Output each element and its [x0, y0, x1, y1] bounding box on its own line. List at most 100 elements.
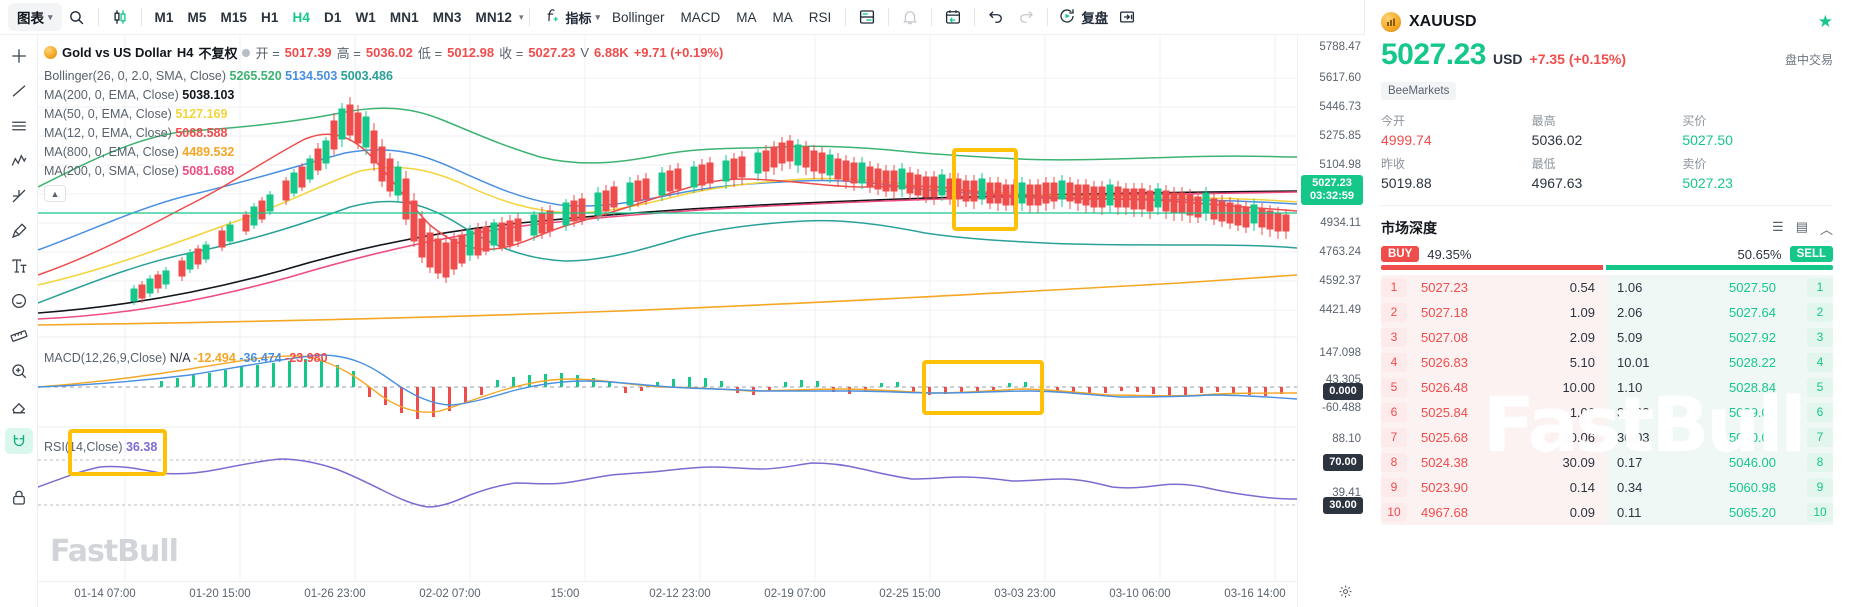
indicator-chip-ma-2[interactable]: MA	[772, 9, 793, 25]
price-tick-7: 4592.37	[1319, 275, 1361, 287]
legend-bollinger-lower: 5003.486	[340, 69, 393, 83]
table-row[interactable]: 10 4967.68 0.09 0.11 5065.20 10	[1381, 500, 1833, 525]
timeframe-h4[interactable]: H4	[292, 9, 310, 25]
magnet-tool-icon[interactable]	[4, 428, 33, 454]
ruler-tool-icon[interactable]	[5, 323, 33, 349]
timeframe-w1[interactable]: W1	[355, 9, 376, 25]
ask-index: 4	[1807, 353, 1833, 372]
table-row[interactable]: 6 5025.84 1.06 30.02 5029.02 6	[1381, 400, 1833, 425]
table-view-icon[interactable]: ▤	[1795, 218, 1808, 234]
stat-ask-value: 5027.23	[1682, 175, 1733, 191]
current-price-badge: 5027.23 03:32:59	[1301, 175, 1363, 205]
calendar-back-icon[interactable]	[938, 4, 968, 30]
table-row[interactable]: 1 5027.23 0.54 1.06 5027.50 1	[1381, 275, 1833, 300]
timeframe-mn12[interactable]: MN12	[475, 9, 512, 25]
bell-add-icon[interactable]	[895, 4, 925, 30]
layout-icon[interactable]	[852, 4, 882, 30]
timeframe-m1[interactable]: M1	[154, 9, 174, 25]
elliott-wave-tool-icon[interactable]	[5, 148, 33, 174]
legend-ma12-ema[interactable]: MA(12, 0, EMA, Close) 5068.588	[44, 124, 723, 143]
fork-tool-icon[interactable]	[5, 183, 33, 209]
indicator-chip-ma-1[interactable]: MA	[736, 9, 757, 25]
zoom-in-tool-icon[interactable]	[5, 358, 33, 384]
horizontal-lines-tool-icon[interactable]	[5, 113, 33, 139]
rsi-legend[interactable]: RSI(14,Close) 36.38	[44, 440, 157, 454]
ask-price: 5027.50	[1729, 280, 1776, 295]
list-view-icon[interactable]: ☰	[1772, 218, 1784, 234]
table-row[interactable]: 4 5026.83 5.10 10.01 5028.22 4	[1381, 350, 1833, 375]
ask-qty: 10.01	[1617, 355, 1650, 370]
table-row[interactable]: 8 5024.38 30.09 0.17 5046.00 8	[1381, 450, 1833, 475]
current-price-countdown: 03:32:59	[1309, 190, 1355, 202]
timeframe-mn3[interactable]: MN3	[432, 9, 462, 25]
timeframe-more-chevron-icon[interactable]: ▾	[518, 11, 524, 22]
time-axis[interactable]: 01-14 07:00 01-20 15:00 01-26 23:00 02-0…	[38, 581, 1297, 607]
symbol-legend-row[interactable]: Gold vs US Dollar H4 不复权 开 = 5017.39 高 =…	[44, 43, 723, 62]
bid-index: 10	[1381, 503, 1407, 522]
timeframe-mn1[interactable]: MN1	[389, 9, 419, 25]
star-filled-icon[interactable]: ★	[1817, 12, 1833, 31]
text-tool-icon[interactable]	[5, 253, 33, 279]
macd-tick-0: 147.098	[1319, 347, 1361, 359]
legend-collapse-button[interactable]: ▲	[44, 185, 66, 202]
redo-icon[interactable]	[1011, 4, 1041, 30]
table-row[interactable]: 2 5027.18 1.09 2.06 5027.64 2	[1381, 300, 1833, 325]
indicator-chip-bollinger[interactable]: Bollinger	[612, 9, 665, 25]
macd-dea: -36.474	[239, 351, 282, 365]
indicators-button[interactable]: 指标 ▾	[536, 4, 604, 30]
chart-body[interactable]: Gold vs US Dollar H4 不复权 开 = 5017.39 高 =…	[0, 35, 1365, 607]
indicator-chip-macd[interactable]: MACD	[680, 9, 721, 25]
timeframe-h1[interactable]: H1	[261, 9, 279, 25]
ask-qty: 0.34	[1617, 480, 1643, 495]
table-row[interactable]: 9 5023.90 0.14 0.34 5060.98 9	[1381, 475, 1833, 500]
ask-index: 8	[1807, 453, 1833, 472]
search-icon[interactable]	[62, 4, 92, 30]
replay-button[interactable]: 复盘	[1054, 7, 1112, 28]
time-tick-9: 03-10 06:00	[1109, 588, 1171, 600]
stat-low: 最低 4967.63	[1532, 155, 1683, 191]
quote-session-status: 盘中交易	[1784, 53, 1833, 67]
legend-ma50-ema[interactable]: MA(50, 0, EMA, Close) 5127.169	[44, 105, 723, 124]
high-label: 高 =	[336, 46, 361, 61]
legend-ma200-ema[interactable]: MA(200, 0, EMA, Close) 5038.103	[44, 86, 723, 105]
expand-right-icon[interactable]	[1112, 4, 1142, 30]
settings-gear-icon[interactable]	[1338, 584, 1353, 602]
table-row[interactable]: 3 5027.08 2.09 5.09 5027.92 3	[1381, 325, 1833, 350]
timeframe-m5[interactable]: M5	[187, 9, 207, 25]
bid-qty: 5.10	[1569, 355, 1595, 370]
table-row[interactable]: 7 5025.68 30.06 30.03 5030.02 7	[1381, 425, 1833, 450]
legend-ma800-ema-name: MA(800, 0, EMA, Close)	[44, 145, 179, 159]
emoji-tool-icon[interactable]	[5, 288, 33, 314]
bid-price: 4967.68	[1421, 505, 1468, 520]
trendline-tool-icon[interactable]	[5, 78, 33, 104]
legend-bollinger-mid: 5134.503	[285, 69, 338, 83]
bid-index: 8	[1381, 453, 1407, 472]
crosshair-tool-icon[interactable]	[5, 43, 33, 69]
chevron-up-icon[interactable]: ︿	[1819, 221, 1833, 237]
lock-tool-icon[interactable]	[5, 485, 33, 511]
undo-icon[interactable]	[981, 4, 1011, 30]
chart-menu-button[interactable]: 图表 ▾	[8, 3, 62, 31]
ask-qty: 1.06	[1617, 280, 1643, 295]
price-axis[interactable]: 5788.47 5617.60 5446.73 5275.85 5104.98 …	[1297, 35, 1365, 607]
macd-dif: -12.494	[193, 351, 236, 365]
rsi-value: 36.38	[125, 440, 158, 454]
timeframe-d1[interactable]: D1	[323, 9, 342, 25]
timeframe-m15[interactable]: M15	[220, 9, 248, 25]
legend-bollinger[interactable]: Bollinger(26, 0, 2.0, SMA, Close) 5265.5…	[44, 67, 723, 86]
table-row[interactable]: 5 5026.48 10.00 1.10 5028.84 5	[1381, 375, 1833, 400]
ask-qty: 30.02	[1617, 405, 1650, 420]
chevron-down-icon: ▾	[48, 11, 53, 22]
market-depth-title: 市场深度	[1381, 220, 1437, 236]
bid-index: 5	[1381, 378, 1407, 397]
candlestick-icon[interactable]	[105, 4, 135, 30]
macd-legend[interactable]: MACD(12,26,9,Close) N/A -12.494 -36.474 …	[44, 351, 328, 365]
legend-ma200-sma[interactable]: MA(200, 0, SMA, Close) 5081.688	[44, 162, 723, 181]
eraser-tool-icon[interactable]	[5, 393, 33, 419]
brush-tool-icon[interactable]	[5, 218, 33, 244]
indicator-chip-rsi[interactable]: RSI	[808, 9, 832, 25]
quote-price: 5027.23	[1381, 38, 1486, 71]
indicators-label: 指标	[565, 10, 592, 26]
volume-label: V	[580, 45, 589, 60]
legend-ma800-ema[interactable]: MA(800, 0, EMA, Close) 4489.532	[44, 143, 723, 162]
